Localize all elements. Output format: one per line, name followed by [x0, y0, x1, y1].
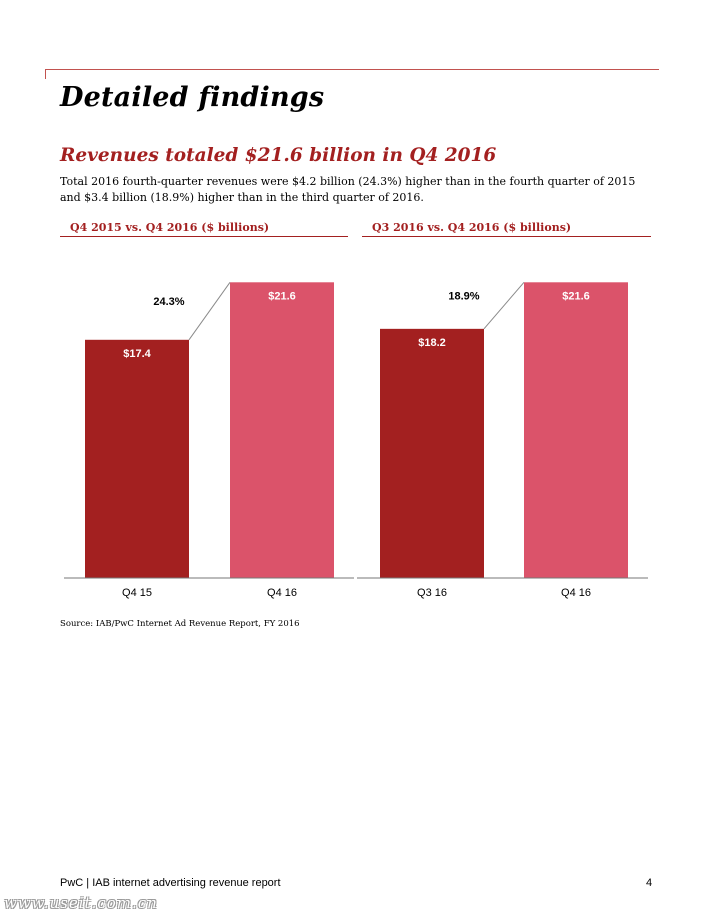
chart-2-growth-connector [483, 281, 525, 330]
chart-1-growth-label: 24.3% [153, 296, 184, 308]
chart-2-title: Q3 2016 vs. Q4 2016 ($ billions) [362, 221, 651, 237]
chart-2-category-label-2: Q4 16 [561, 587, 591, 599]
top-rule-tick [45, 69, 46, 79]
chart-2-value-label-2: $21.6 [562, 290, 590, 302]
chart-2-bar-1 [380, 328, 484, 578]
body-paragraph: Total 2016 fourth-quarter revenues were … [60, 175, 636, 204]
chart-2-bar-2 [524, 282, 628, 578]
chart-2-category-label-1: Q3 16 [417, 587, 447, 599]
chart-2-growth-label: 18.9% [448, 291, 479, 303]
chart-1-bar-2 [230, 282, 334, 578]
chart-1-value-label-2: $21.6 [268, 290, 296, 302]
chart-1-value-label-1: $17.4 [123, 348, 151, 360]
chart-1-category-label-2: Q4 16 [267, 587, 297, 599]
chart-1-category-label-1: Q4 15 [122, 587, 152, 599]
top-rule [45, 69, 659, 70]
chart-1-bar-1 [85, 339, 189, 578]
footer-report-name: PwC | IAB internet advertising revenue r… [60, 877, 281, 889]
chart-2-value-label-1: $18.2 [418, 337, 446, 349]
section-subtitle: Revenues totaled $21.6 billion in Q4 201… [60, 145, 497, 166]
page-title: Detailed findings [60, 82, 325, 113]
watermark: www.useit.com.cn [4, 894, 158, 912]
chart-1-title: Q4 2015 vs. Q4 2016 ($ billions) [60, 221, 348, 237]
source-note: Source: IAB/PwC Internet Ad Revenue Repo… [60, 619, 300, 629]
page-number: 4 [646, 877, 653, 889]
chart-1-growth-connector [188, 282, 231, 341]
